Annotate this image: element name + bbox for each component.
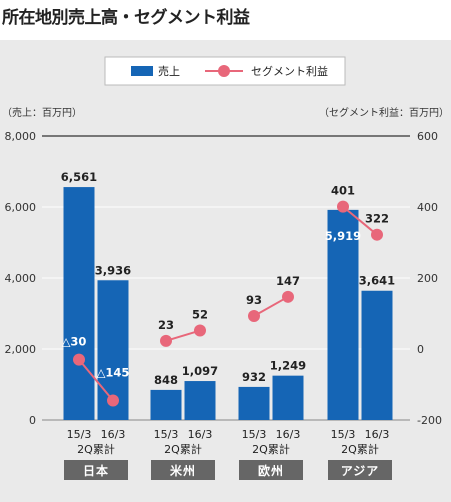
left-tick-label: 4,000: [5, 272, 37, 285]
profit-value-label: △30: [62, 335, 87, 349]
period-label: 15/3: [67, 428, 92, 441]
period-label: 15/3: [154, 428, 179, 441]
profit-value-label: 401: [331, 184, 355, 198]
right-tick-label: 400: [417, 201, 438, 214]
profit-value-label: 147: [276, 274, 300, 288]
region-label: 米州: [170, 463, 196, 478]
period-label: 16/3: [276, 428, 301, 441]
region-label: アジア: [341, 464, 380, 478]
region-box: [64, 460, 128, 480]
period-sublabel: 2Q累計: [77, 442, 115, 456]
sales-bar: [150, 389, 182, 420]
profit-value-label: △145: [97, 365, 130, 379]
sales-value-label: 848: [154, 373, 178, 387]
profit-value-label: 322: [365, 212, 389, 226]
sales-bar: [361, 290, 393, 420]
sales-value-label: 6,561: [61, 170, 97, 184]
profit-value-label: 52: [192, 308, 208, 322]
region-label: 欧州: [258, 463, 284, 478]
left-tick-label: 6,000: [5, 201, 37, 214]
profit-line: [342, 205, 378, 236]
period-label: 16/3: [188, 428, 213, 441]
sales-bar: [238, 386, 270, 420]
sales-bar: [272, 375, 304, 420]
period-label: 15/3: [331, 428, 356, 441]
sales-value-label: 3,641: [359, 274, 395, 288]
right-tick-label: -200: [417, 414, 442, 427]
right-tick-label: 600: [417, 130, 438, 143]
right-tick-label: 0: [417, 343, 424, 356]
region-box: [151, 460, 215, 480]
sales-value-label: 1,249: [270, 359, 306, 373]
left-axis-unit: （売上：百万円）: [2, 106, 82, 119]
legend-label-profit: セグメント利益: [251, 64, 328, 78]
legend-swatch-sales: [131, 66, 153, 76]
legend-label-sales: 売上: [158, 65, 180, 78]
legend-marker-profit: [218, 65, 230, 77]
profit-marker: [337, 200, 349, 213]
page-title: 所在地別売上高・セグメント利益: [2, 8, 250, 28]
period-sublabel: 2Q累計: [341, 442, 379, 456]
profit-line: [253, 295, 289, 317]
profit-marker: [194, 324, 206, 337]
region-box: [328, 460, 392, 480]
profit-marker: [160, 334, 172, 347]
profit-value-label: 93: [246, 293, 262, 307]
chart-canvas: 売上 セグメント利益 （売上：百万円） （セグメント利益：百万円） 0 -200 2,000…: [2, 56, 449, 480]
sales-value-label: 3,936: [95, 263, 131, 277]
profit-value-label: 23: [158, 318, 174, 332]
profit-marker: [107, 394, 119, 407]
profit-marker: [73, 353, 85, 366]
region-label: 日本: [83, 463, 109, 478]
period-label: 15/3: [242, 428, 267, 441]
profit-marker: [282, 290, 294, 303]
sales-bar: [63, 187, 95, 420]
profit-line: [78, 359, 114, 402]
region-box: [239, 460, 303, 480]
period-label: 16/3: [365, 428, 390, 441]
chart-panel: 売上 セグメント利益 （売上：百万円） （セグメント利益：百万円） 0 -200 2,000…: [0, 40, 451, 502]
profit-marker: [248, 309, 260, 322]
right-tick-label: 200: [417, 272, 438, 285]
period-label: 16/3: [101, 428, 126, 441]
period-sublabel: 2Q累計: [164, 442, 202, 456]
sales-bar: [327, 209, 359, 420]
left-tick-label: 0: [29, 414, 36, 427]
left-tick-label: 8,000: [5, 130, 37, 143]
profit-marker: [371, 228, 383, 241]
sales-bar: [184, 381, 216, 420]
right-axis-unit: （セグメント利益：百万円）: [319, 106, 449, 119]
period-sublabel: 2Q累計: [252, 442, 290, 456]
sales-value-label: 5,919: [325, 229, 361, 243]
left-tick-label: 2,000: [5, 343, 37, 356]
sales-value-label: 1,097: [182, 364, 218, 378]
sales-value-label: 932: [242, 370, 266, 384]
